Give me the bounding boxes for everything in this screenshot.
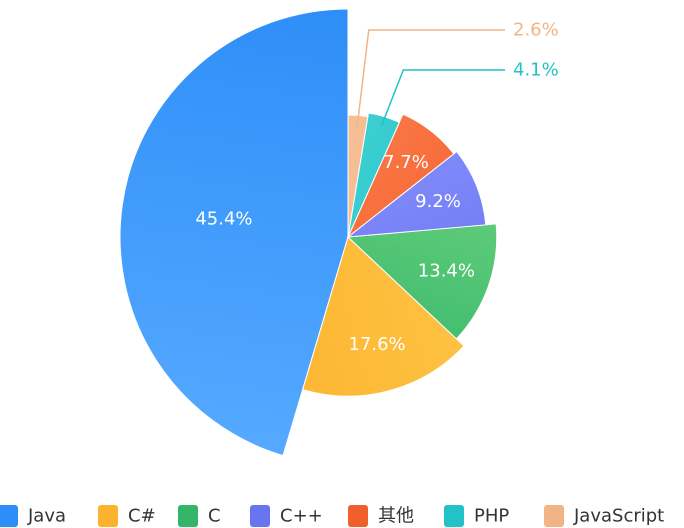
slice-label-slice-4: 7.7% — [383, 152, 429, 173]
legend-label: Java — [27, 506, 66, 527]
slice-label-slice-1: 17.6% — [348, 334, 405, 355]
callout-line-slice-5 — [380, 69, 505, 127]
legend-item-slice-5[interactable]: PHP — [444, 505, 509, 527]
legend-label: 其他 — [378, 506, 414, 527]
legend-item-slice-3[interactable]: C++ — [250, 505, 323, 527]
legend-item-slice-4[interactable]: 其他 — [348, 505, 414, 527]
slice-label-slice-2: 13.4% — [418, 261, 475, 282]
pie-slice-slice-1[interactable] — [302, 236, 465, 397]
legend-label: PHP — [474, 506, 509, 527]
slices-layer — [119, 8, 498, 457]
legend-swatch — [98, 505, 118, 527]
callout-label-slice-6: 2.6% — [513, 20, 559, 41]
legend-swatch — [444, 505, 464, 527]
legend-label: C# — [128, 506, 156, 527]
callout-line-slice-6 — [356, 29, 505, 131]
legend: Java C# C C++ 其他 PHP JavaScript — [0, 505, 664, 527]
callout-label-slice-5: 4.1% — [513, 60, 559, 81]
legend-swatch — [348, 505, 368, 527]
legend-swatch — [544, 505, 564, 527]
legend-item-slice-1[interactable]: C# — [98, 505, 156, 527]
legend-item-slice-6[interactable]: JavaScript — [544, 505, 664, 527]
slice-label-slice-0: 45.4% — [195, 208, 252, 229]
pie-slice-slice-4[interactable] — [347, 113, 455, 238]
legend-swatch — [0, 505, 18, 527]
legend-item-slice-0[interactable]: Java — [0, 505, 66, 527]
pie-slice-slice-0[interactable] — [119, 8, 349, 457]
legend-label: JavaScript — [573, 506, 664, 527]
slice-labels-layer: 45.4% 17.6% 13.4% 9.2% 7.7% — [195, 152, 475, 355]
legend-swatch — [178, 505, 198, 527]
legend-label: C — [208, 506, 221, 527]
pie-slice-slice-3[interactable] — [346, 150, 487, 238]
legend-swatch — [250, 505, 270, 527]
legend-item-slice-2[interactable]: C — [178, 505, 221, 527]
slice-label-slice-3: 9.2% — [415, 191, 461, 212]
callouts-layer: 4.1% 2.6% — [356, 20, 559, 131]
pie-slice-slice-5[interactable] — [347, 112, 401, 238]
pie-slice-slice-2[interactable] — [346, 223, 498, 340]
legend-label: C++ — [280, 506, 323, 527]
